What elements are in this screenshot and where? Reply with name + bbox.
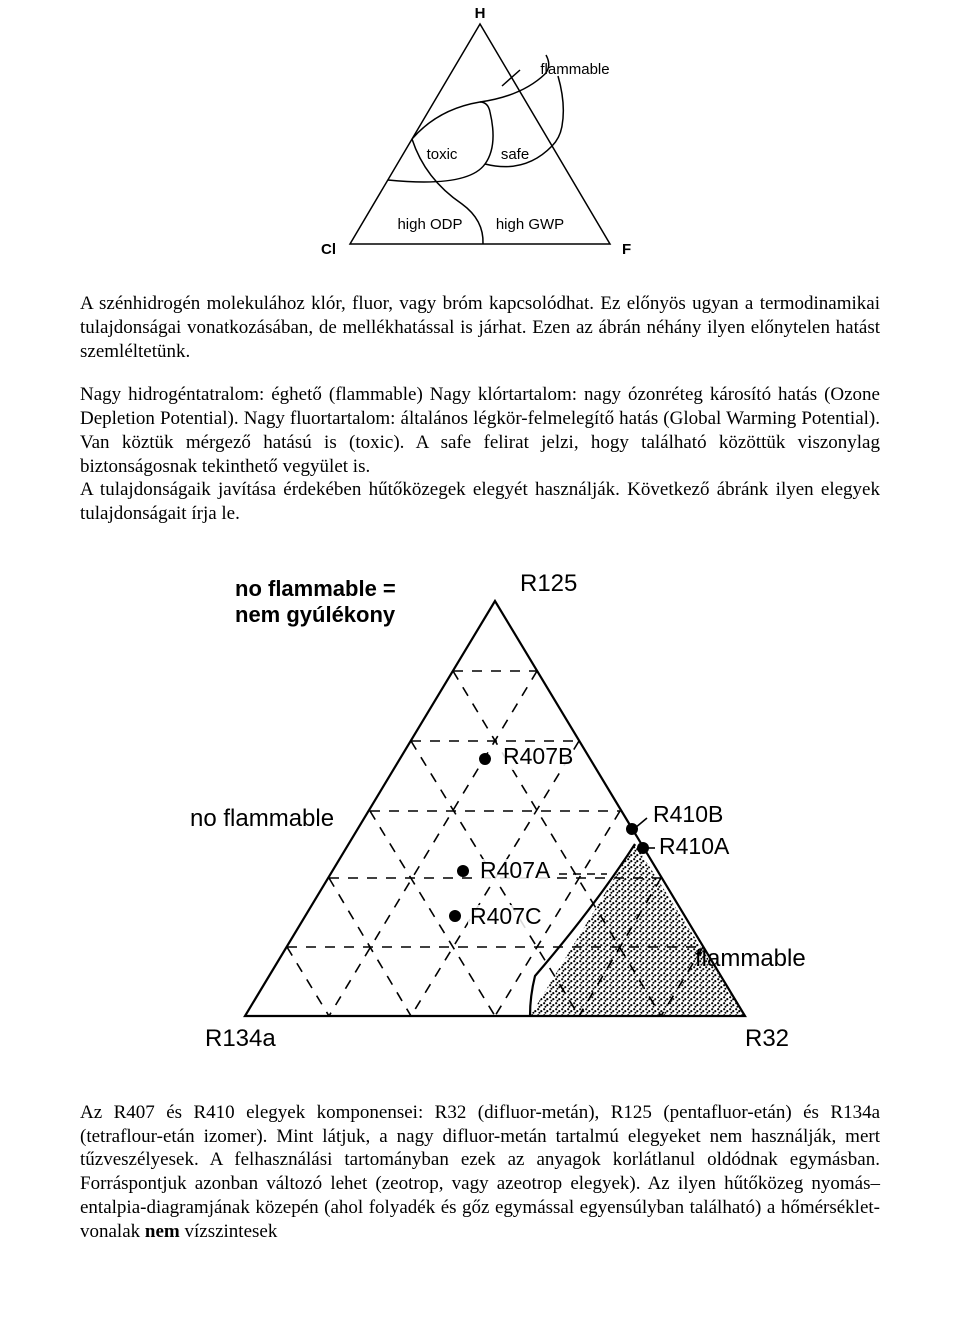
svg-text:flammable: flammable	[695, 945, 806, 972]
paragraph-3: A tulajdonságaik javítása érdekében hűtő…	[80, 478, 880, 526]
svg-text:no flammable: no flammable	[190, 805, 334, 832]
svg-text:Cl: Cl	[321, 241, 336, 258]
ternary-diagram-refrigerants: R125 R134a R32 no flammable =nem gyúlékony n…	[135, 546, 855, 1066]
paragraph-4: Az R407 és R410 elegyek komponensei: R32…	[80, 1101, 880, 1244]
svg-text:nem gyúlékony: nem gyúlékony	[235, 602, 396, 627]
svg-text:R407A: R407A	[480, 857, 551, 883]
svg-text:toxic: toxic	[427, 146, 458, 163]
svg-text:R407C: R407C	[470, 903, 542, 929]
svg-text:H: H	[475, 5, 486, 22]
svg-text:R32: R32	[745, 1025, 789, 1052]
svg-text:safe: safe	[501, 146, 529, 163]
paragraph-4-bold: nem	[145, 1221, 180, 1242]
svg-text:high GWP: high GWP	[496, 216, 564, 233]
svg-text:R125: R125	[520, 570, 577, 597]
ternary-diagram-hclf: H Cl Fflammable toxic safe high ODP high GWP	[290, 4, 670, 264]
svg-text:flammable: flammable	[540, 61, 609, 78]
svg-text:R410B: R410B	[653, 801, 723, 827]
svg-text:no flammable =: no flammable =	[235, 576, 396, 601]
svg-text:R407B: R407B	[503, 743, 573, 769]
figure-1-container: H Cl Fflammable toxic safe high ODP high GWP	[0, 4, 960, 264]
paragraph-1: A szénhidrogén molekulához klór, fluor, …	[80, 292, 880, 363]
svg-text:R410A: R410A	[659, 833, 730, 859]
figure-2-container: R125 R134a R32 no flammable =nem gyúlékony n…	[80, 546, 880, 1066]
svg-text:R134a: R134a	[205, 1025, 276, 1052]
svg-text:F: F	[622, 241, 631, 258]
svg-text:high ODP: high ODP	[397, 216, 462, 233]
paragraph-2: Nagy hidrogéntatralom: éghető (flammable…	[80, 383, 880, 478]
paragraph-4-text-b: vízszintesek	[180, 1221, 278, 1242]
